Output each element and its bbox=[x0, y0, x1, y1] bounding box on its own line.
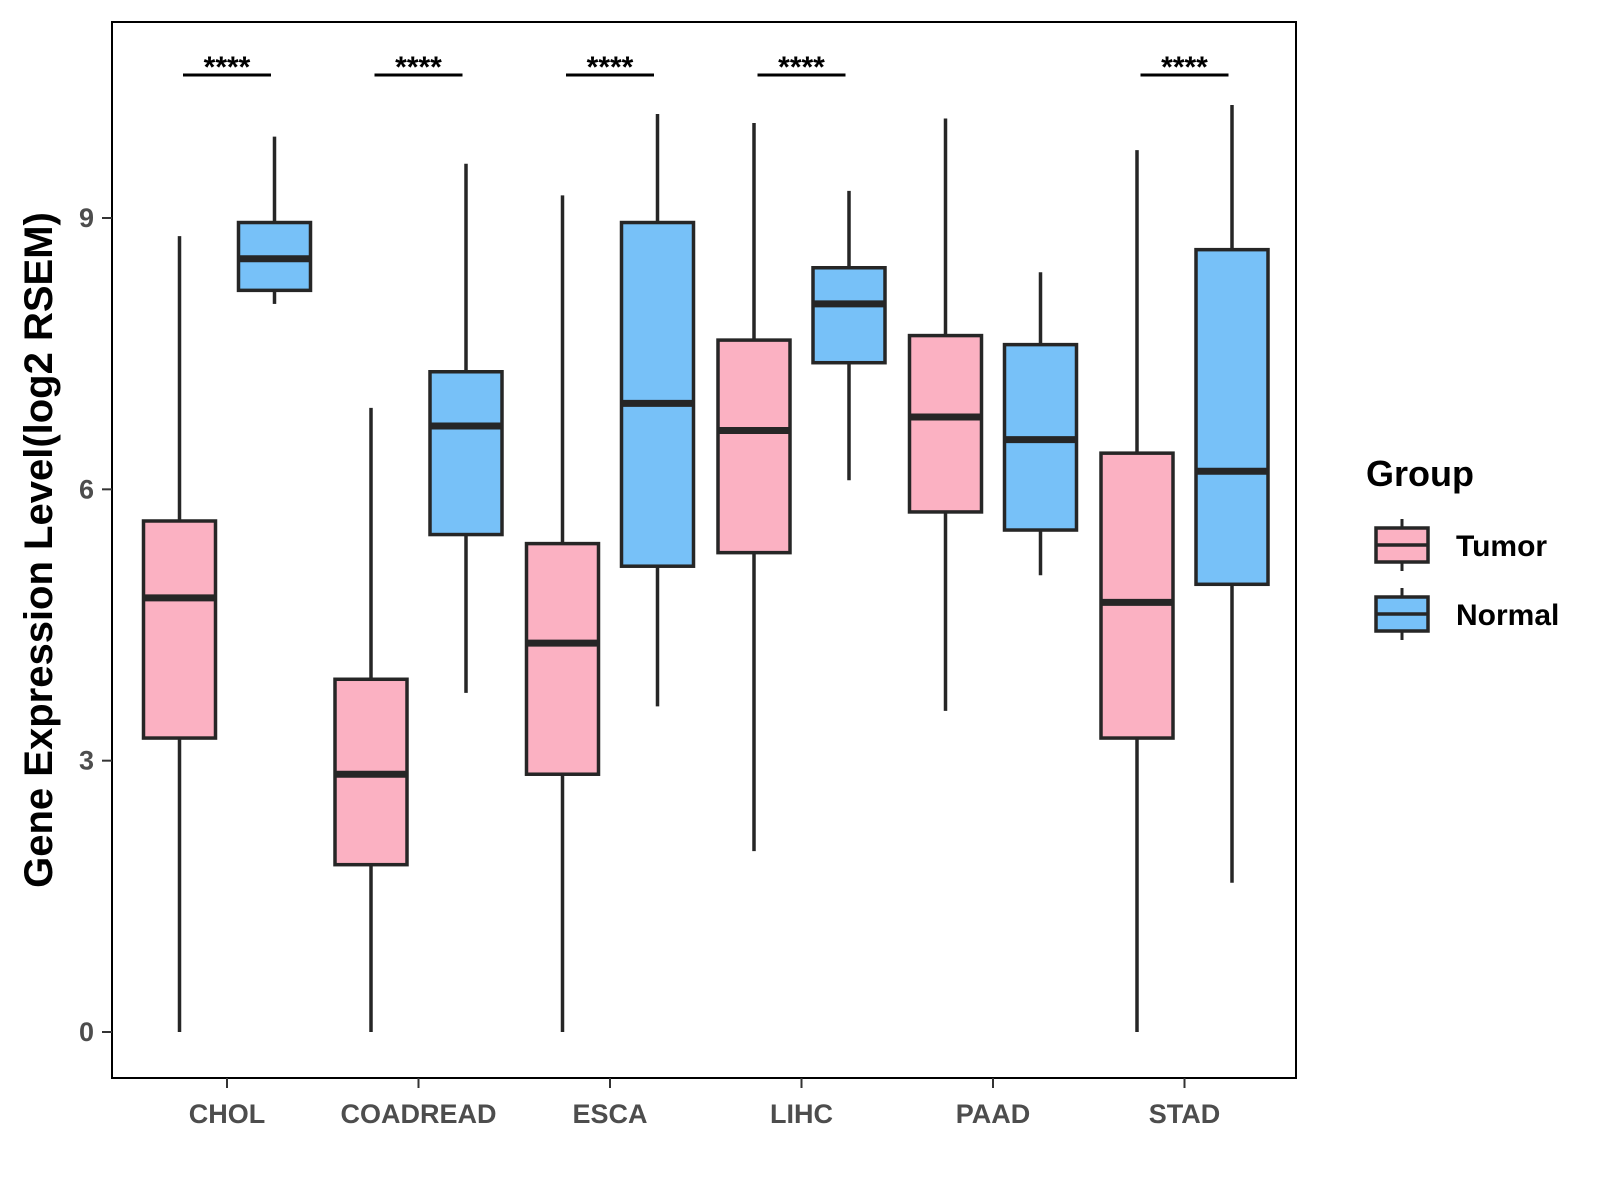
box-iqr bbox=[141, 519, 218, 740]
box-tumor-coadread bbox=[333, 407, 409, 1032]
box-iqr bbox=[524, 541, 601, 776]
box-normal-chol bbox=[236, 136, 313, 304]
box-iqr bbox=[1194, 247, 1270, 587]
box-iqr bbox=[811, 265, 887, 365]
box-iqr bbox=[907, 333, 984, 514]
box-tumor-lihc bbox=[716, 123, 792, 852]
legend-title: Group bbox=[1366, 453, 1474, 494]
legend-item-normal: Normal bbox=[1374, 588, 1559, 640]
significance-label: **** bbox=[587, 51, 634, 84]
significance-coadread: **** bbox=[374, 51, 463, 84]
significance-label: **** bbox=[778, 51, 825, 84]
y-tick-label: 6 bbox=[79, 474, 94, 504]
significance-label: **** bbox=[1161, 51, 1208, 84]
x-tick-label: CHOL bbox=[189, 1099, 266, 1129]
box-iqr bbox=[716, 338, 792, 555]
x-tick-label: PAAD bbox=[956, 1099, 1031, 1129]
legend-items: Tumor Normal bbox=[1374, 519, 1559, 640]
y-tick-label: 3 bbox=[79, 746, 94, 776]
box-normal-coadread bbox=[428, 163, 504, 693]
y-axis: 0 3 6 9 bbox=[79, 203, 112, 1047]
box-normal-paad bbox=[1002, 272, 1079, 576]
box-iqr bbox=[619, 220, 696, 568]
legend-item-tumor: Tumor bbox=[1374, 519, 1547, 571]
significance-lihc: **** bbox=[757, 51, 846, 84]
significance-chol: **** bbox=[183, 51, 271, 84]
significance-label: **** bbox=[395, 51, 442, 84]
box-tumor-stad bbox=[1099, 150, 1175, 1032]
significance-esca: **** bbox=[566, 51, 654, 84]
box-normal-esca bbox=[619, 113, 696, 707]
box-tumor-esca bbox=[524, 195, 601, 1032]
x-axis: CHOL COADREAD ESCA LIHC PAAD STAD bbox=[189, 1078, 1221, 1129]
x-tick-label: LIHC bbox=[770, 1099, 833, 1129]
box-iqr bbox=[428, 370, 504, 537]
box-series bbox=[141, 104, 1270, 1032]
box-tumor-chol bbox=[141, 236, 218, 1032]
box-iqr bbox=[1099, 451, 1175, 740]
legend-label: Normal bbox=[1456, 599, 1559, 632]
legend: Group Tumor Normal bbox=[1366, 453, 1559, 640]
significance-label: **** bbox=[204, 51, 251, 84]
box-tumor-paad bbox=[907, 118, 984, 711]
plot-panel bbox=[111, 21, 1297, 1079]
x-tick-label: ESCA bbox=[572, 1099, 647, 1129]
y-axis-title: Gene Expression Level(log2 RSEM) bbox=[17, 212, 61, 888]
box-normal-stad bbox=[1194, 104, 1270, 883]
significance-stad: **** bbox=[1140, 51, 1229, 84]
significance-annotations: **** **** **** **** **** bbox=[183, 51, 1229, 84]
y-tick-label: 0 bbox=[79, 1017, 94, 1047]
x-tick-label: STAD bbox=[1149, 1099, 1221, 1129]
y-tick-label: 9 bbox=[79, 203, 94, 233]
box-normal-lihc bbox=[811, 190, 887, 481]
legend-label: Tumor bbox=[1456, 530, 1547, 563]
x-tick-label: COADREAD bbox=[340, 1099, 496, 1129]
